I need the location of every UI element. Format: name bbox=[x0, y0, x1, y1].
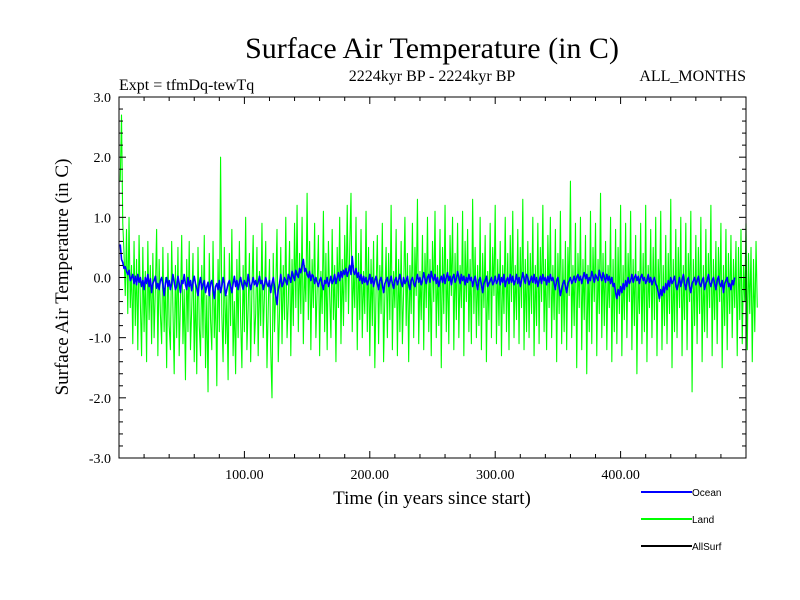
y-tick-label: 0.0 bbox=[94, 272, 112, 287]
x-tick-label: 300.00 bbox=[476, 468, 515, 483]
y-tick-label: 3.0 bbox=[94, 91, 112, 106]
y-tick-label: -1.0 bbox=[89, 332, 111, 347]
tick-label-layer: 100.00 200.00 300.00 400.00 -3.0 -2.0 -1.0 0.0 1… bbox=[89, 91, 640, 483]
x-tick-label: 400.00 bbox=[601, 468, 640, 483]
y-axis-label: Surface Air Temperature (in C) bbox=[52, 159, 73, 396]
y-tick-label: -2.0 bbox=[89, 392, 111, 407]
legend-label-ocean: Ocean bbox=[692, 488, 721, 499]
chart-title: Surface Air Temperature (in C) bbox=[245, 32, 619, 65]
chart-subtitle-left: Expt = tfmDq-tewTq bbox=[119, 77, 254, 94]
plot-frame bbox=[118, 96, 747, 459]
x-tick-label: 200.00 bbox=[351, 468, 390, 483]
legend-label-land: Land bbox=[692, 515, 714, 526]
y-tick-label: -3.0 bbox=[89, 452, 111, 467]
chart-subtitle-right: ALL_MONTHS bbox=[639, 68, 746, 85]
y-tick-label: 1.0 bbox=[94, 211, 112, 226]
tick-layer bbox=[119, 97, 746, 458]
x-tick-label: 100.00 bbox=[225, 468, 264, 483]
legend: Ocean Land AllSurf bbox=[641, 488, 722, 553]
legend-label-allsurf: AllSurf bbox=[692, 542, 722, 553]
chart-subtitle-center: 2224kyr BP - 2224kyr BP bbox=[349, 68, 516, 85]
series-layer bbox=[119, 114, 758, 399]
x-axis-label: Time (in years since start) bbox=[333, 488, 531, 509]
series-line-land bbox=[119, 114, 758, 399]
series-line-ocean bbox=[119, 244, 736, 306]
y-tick-label: 2.0 bbox=[94, 151, 112, 166]
